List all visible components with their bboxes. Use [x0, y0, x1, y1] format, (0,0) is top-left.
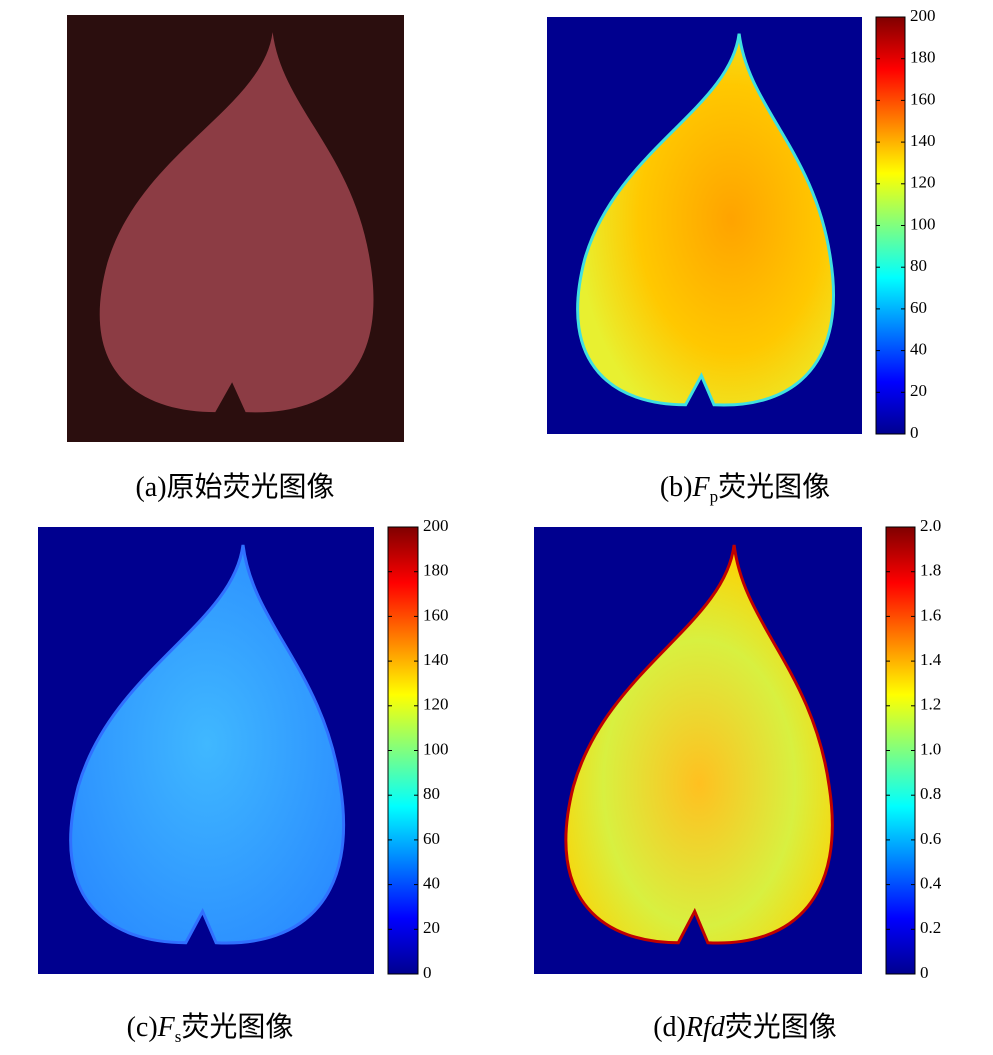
tick-label: 80 [910, 256, 927, 275]
tick-label: 0 [423, 963, 432, 982]
tick-label: 1.6 [920, 605, 941, 624]
tick-label: 160 [910, 89, 936, 108]
tick-label: 0.2 [920, 918, 941, 937]
tick-label: 0.6 [920, 829, 941, 848]
tick-label: 100 [423, 739, 449, 758]
tick-label: 200 [423, 516, 449, 535]
leaf [69, 544, 346, 945]
tick-label: 120 [423, 695, 449, 714]
caption-text: 原始荧光图像 [167, 471, 335, 503]
caption-text: 荧光图像 [718, 471, 830, 503]
leaf [99, 32, 374, 413]
tick-label: 2.0 [920, 516, 941, 535]
tick-label: 20 [910, 381, 927, 400]
caption: (b)Fp荧光图像 [660, 471, 830, 505]
caption-label: (a) [135, 472, 166, 503]
panel: (a)原始荧光图像 [67, 15, 404, 503]
tick-label: 40 [910, 340, 927, 359]
caption-label: (c) [127, 1012, 158, 1043]
caption-symbol: Rfd [685, 1012, 726, 1043]
tick-label: 180 [423, 561, 449, 580]
tick-label: 100 [910, 214, 936, 233]
tick-label: 200 [910, 6, 936, 25]
tick-label: 120 [910, 173, 936, 192]
tick-label: 0 [910, 423, 919, 442]
tick-label: 1.4 [920, 650, 942, 669]
colorbar [387, 526, 419, 975]
tick-label: 0 [920, 963, 929, 982]
tick-label: 80 [423, 784, 440, 803]
colorbar [885, 526, 916, 975]
leaf [576, 33, 836, 407]
tick-label: 20 [423, 918, 440, 937]
caption-label: (b) [660, 472, 693, 503]
tick-label: 1.0 [920, 739, 941, 758]
tick-label: 1.8 [920, 561, 941, 580]
colorbar [875, 16, 906, 435]
tick-label: 60 [910, 298, 927, 317]
caption-symbol: F [692, 472, 711, 503]
tick-label: 0.4 [920, 874, 942, 893]
panel: 0 20 40 60 80 100 120 140 160 180 200 (b)Fp荧光图像 [547, 6, 936, 506]
panel: 0 0.2 0.4 0.6 0.8 1.0 1.2 1.4 1.6 1.8 2.0 (d)Rfd荧光图… [534, 516, 942, 1043]
leaf [564, 544, 834, 945]
caption: (d)Rfd荧光图像 [653, 1011, 837, 1043]
caption-text: 荧光图像 [181, 1011, 293, 1043]
tick-label: 160 [423, 605, 449, 624]
caption: (c)Fs荧光图像 [127, 1011, 294, 1045]
tick-label: 140 [910, 131, 936, 150]
tick-label: 0.8 [920, 784, 941, 803]
caption-text: 荧光图像 [725, 1011, 837, 1043]
caption-subscript: p [710, 487, 719, 506]
caption: (a)原始荧光图像 [135, 471, 334, 503]
caption-subscript: s [175, 1027, 182, 1046]
tick-label: 60 [423, 829, 440, 848]
tick-label: 40 [423, 874, 440, 893]
caption-symbol: F [157, 1012, 176, 1043]
caption-label: (d) [653, 1012, 686, 1043]
tick-label: 140 [423, 650, 449, 669]
panel: 0 20 40 60 80 100 120 140 160 180 200 (c)Fs荧光图像 [38, 516, 449, 1046]
tick-label: 180 [910, 48, 936, 67]
tick-label: 1.2 [920, 695, 941, 714]
